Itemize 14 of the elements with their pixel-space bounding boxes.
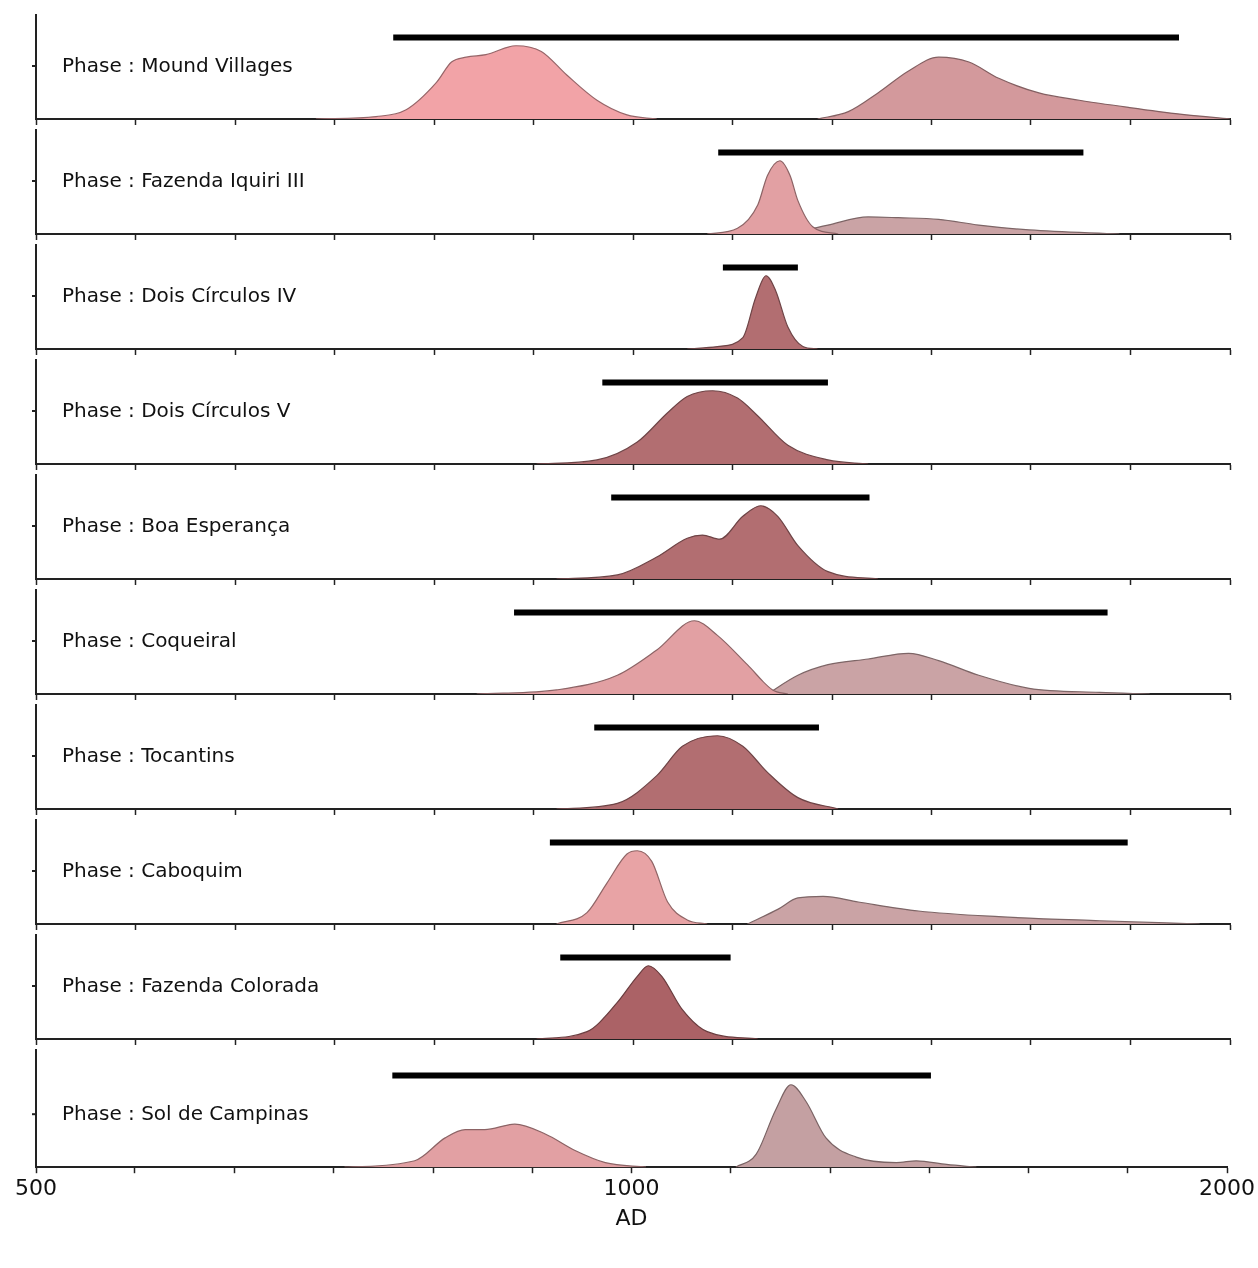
text: Phase : Dois Círculos V	[62, 398, 291, 423]
text: Phase : Sol de Campinas	[62, 1101, 309, 1126]
text: Phase : Boa Esperança	[62, 513, 291, 538]
text: Phase : Dois Círculos IV	[62, 283, 297, 308]
text: Phase : Caboquim	[62, 858, 243, 883]
text: Phase : Fazenda Iquiri III	[62, 168, 305, 193]
text: Phase : Fazenda Colorada	[62, 973, 320, 998]
text: Phase : Coqueiral	[62, 628, 237, 653]
text: Phase : Mound Villages	[62, 53, 293, 78]
x-tick-label: 500	[15, 1175, 57, 1201]
x-axis-title: AD	[615, 1204, 648, 1230]
x-tick-label: 1000	[603, 1175, 660, 1201]
x-tick-label: 2000	[1199, 1175, 1256, 1201]
text: Phase : Tocantins	[62, 743, 235, 768]
